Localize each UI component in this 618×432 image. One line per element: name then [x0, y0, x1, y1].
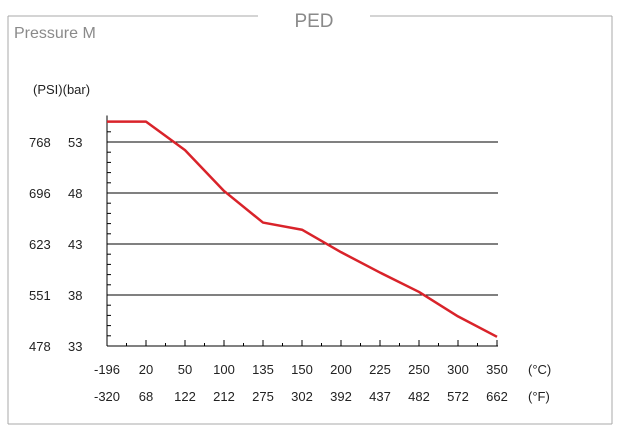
x-tick-label-fahrenheit-572: 572 [447, 389, 469, 404]
x-tick-label-fahrenheit-302: 302 [291, 389, 313, 404]
x-unit-celsius: (°C) [528, 362, 551, 377]
label-layer: 478 33 551 38 623 43 696 48 768 53 -196 20 50 100 135 1… [29, 135, 551, 404]
x-tick-label-celsius-50: 50 [178, 362, 192, 377]
grid-layer [107, 141, 498, 296]
y-tick-label-bar-38: 38 [68, 288, 82, 303]
x-tick-label-celsius-300: 300 [447, 362, 469, 377]
x-tick-label-celsius--196: -196 [94, 362, 120, 377]
y-tick-label-bar-43: 43 [68, 237, 82, 252]
x-tick-label-fahrenheit-437: 437 [369, 389, 391, 404]
axis-layer [106, 115, 498, 347]
y-tick-label-psi-551: 551 [29, 288, 51, 303]
y-tick-label-bar-53: 53 [68, 135, 82, 150]
y-tick-label-psi-696: 696 [29, 186, 51, 201]
y-tick-label-psi-623: 623 [29, 237, 51, 252]
y-tick-label-psi-768: 768 [29, 135, 51, 150]
x-tick-label-fahrenheit-662: 662 [486, 389, 508, 404]
x-tick-label-fahrenheit-482: 482 [408, 389, 430, 404]
x-tick-label-fahrenheit-68: 68 [139, 389, 153, 404]
x-tick-label-fahrenheit--320: -320 [94, 389, 120, 404]
x-tick-label-celsius-350: 350 [486, 362, 508, 377]
panel-title: PED [294, 11, 333, 32]
x-tick-label-celsius-200: 200 [330, 362, 352, 377]
y-tick-label-psi-478: 478 [29, 339, 51, 354]
x-tick-label-celsius-150: 150 [291, 362, 313, 377]
x-tick-label-fahrenheit-122: 122 [174, 389, 196, 404]
x-tick-label-celsius-225: 225 [369, 362, 391, 377]
x-tick-label-celsius-135: 135 [252, 362, 274, 377]
x-unit-fahrenheit: (°F) [528, 389, 550, 404]
x-tick-label-fahrenheit-392: 392 [330, 389, 352, 404]
x-tick-label-celsius-250: 250 [408, 362, 430, 377]
y-tick-label-bar-33: 33 [68, 339, 82, 354]
panel-frame [7, 15, 613, 425]
series-layer [106, 120, 498, 338]
x-tick-label-celsius-100: 100 [213, 362, 235, 377]
x-tick-label-fahrenheit-212: 212 [213, 389, 235, 404]
pressure-series-line [107, 120, 498, 338]
y-tick-label-bar-48: 48 [68, 186, 82, 201]
x-tick-label-celsius-20: 20 [139, 362, 153, 377]
y-axis-header: (PSI)(bar) [33, 82, 90, 97]
panel-subtitle: Pressure M [14, 25, 96, 42]
x-tick-label-fahrenheit-275: 275 [252, 389, 274, 404]
